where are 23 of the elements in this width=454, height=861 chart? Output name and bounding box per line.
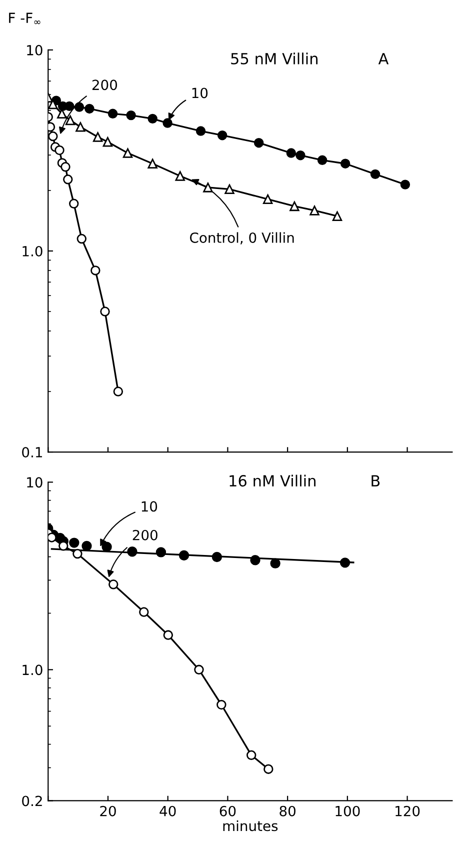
x-tick-label: 40 xyxy=(160,806,176,816)
annotation: 16 nM Villin xyxy=(230,474,316,487)
annotation: A xyxy=(378,53,389,64)
y-tick-label: 10 xyxy=(27,477,42,488)
y-axis-title: F -F$_{∞}$ xyxy=(9,12,40,24)
annotation: 10 xyxy=(142,501,158,512)
annotation: 55 nM Villin xyxy=(231,52,318,64)
annotation: 200 xyxy=(132,530,158,540)
x-tick-label: 100 xyxy=(336,806,360,816)
y-tick-label: 10 xyxy=(27,44,42,56)
annotation: 200 xyxy=(92,80,118,90)
annotation: 10 xyxy=(192,88,208,98)
y-tick-label: 1.0 xyxy=(22,246,42,256)
x-axis-title: minutes xyxy=(223,820,278,832)
annotation: Control, 0 Villin xyxy=(190,232,294,244)
x-tick-label: 120 xyxy=(396,806,420,816)
y-tick-label: 0.1 xyxy=(22,446,42,458)
x-tick-label: 60 xyxy=(220,806,236,816)
annotation: B xyxy=(372,475,380,486)
x-tick-label: 80 xyxy=(280,806,296,816)
x-tick-label: 20 xyxy=(100,806,116,816)
y-tick-label: 1.0 xyxy=(22,664,42,676)
y-tick-label: 0.2 xyxy=(22,796,42,806)
